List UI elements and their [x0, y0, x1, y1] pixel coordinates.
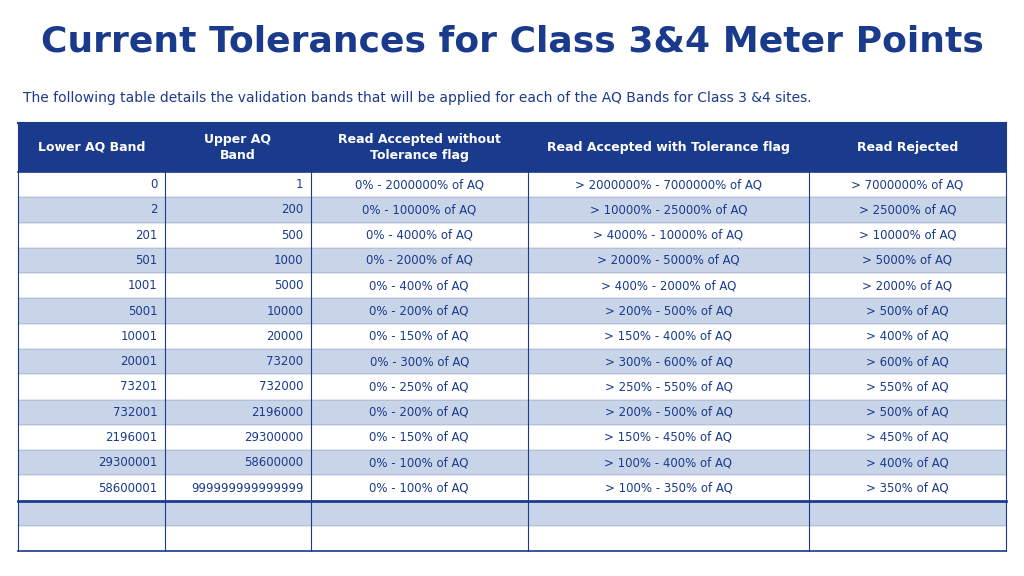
Bar: [18, 172, 1006, 197]
Text: 500: 500: [282, 229, 303, 242]
Text: > 250% - 550% of AQ: > 250% - 550% of AQ: [604, 380, 732, 393]
Bar: [18, 349, 1006, 374]
Text: > 7000000% of AQ: > 7000000% of AQ: [851, 178, 964, 191]
Bar: [18, 298, 1006, 324]
Text: 20000: 20000: [266, 330, 303, 343]
Bar: [18, 501, 1006, 526]
Text: 0% - 150% of AQ: 0% - 150% of AQ: [370, 431, 469, 444]
Text: Read Rejected: Read Rejected: [857, 141, 958, 154]
Text: > 100% - 400% of AQ: > 100% - 400% of AQ: [604, 456, 732, 469]
Text: 0: 0: [150, 178, 158, 191]
Text: 0% - 250% of AQ: 0% - 250% of AQ: [370, 380, 469, 393]
Text: 1000: 1000: [273, 254, 303, 267]
Bar: [18, 273, 1006, 298]
Text: 0% - 300% of AQ: 0% - 300% of AQ: [370, 355, 469, 368]
Text: 1: 1: [296, 178, 303, 191]
Text: 0% - 10000% of AQ: 0% - 10000% of AQ: [362, 203, 476, 217]
Text: > 500% of AQ: > 500% of AQ: [866, 406, 948, 419]
Text: > 450% of AQ: > 450% of AQ: [866, 431, 948, 444]
Bar: [18, 324, 1006, 349]
Bar: [18, 475, 1006, 501]
Text: > 500% of AQ: > 500% of AQ: [866, 305, 948, 317]
Text: > 150% - 400% of AQ: > 150% - 400% of AQ: [604, 330, 732, 343]
Text: > 10000% of AQ: > 10000% of AQ: [858, 229, 956, 242]
Text: 0% - 100% of AQ: 0% - 100% of AQ: [370, 482, 469, 495]
Text: Read Accepted without
Tolerance flag: Read Accepted without Tolerance flag: [338, 133, 501, 162]
Text: 1001: 1001: [128, 279, 158, 292]
Text: 2: 2: [150, 203, 158, 217]
Text: 0% - 100% of AQ: 0% - 100% of AQ: [370, 456, 469, 469]
Bar: [18, 248, 1006, 273]
Text: > 400% of AQ: > 400% of AQ: [866, 456, 948, 469]
Text: 29300000: 29300000: [244, 431, 303, 444]
Text: 2196001: 2196001: [105, 431, 158, 444]
Text: 58600001: 58600001: [98, 482, 158, 495]
Text: > 2000% - 5000% of AQ: > 2000% - 5000% of AQ: [597, 254, 739, 267]
Text: > 10000% - 25000% of AQ: > 10000% - 25000% of AQ: [590, 203, 748, 217]
Text: 20001: 20001: [120, 355, 158, 368]
Text: The following table details the validation bands that will be applied for each o: The following table details the validati…: [23, 91, 811, 105]
Text: > 200% - 500% of AQ: > 200% - 500% of AQ: [604, 305, 732, 317]
Bar: [18, 400, 1006, 425]
Text: 999999999999999: 999999999999999: [190, 482, 303, 495]
Text: Read Accepted with Tolerance flag: Read Accepted with Tolerance flag: [547, 141, 790, 154]
Bar: [18, 425, 1006, 450]
Bar: [18, 374, 1006, 400]
Bar: [18, 450, 1006, 475]
Text: > 600% of AQ: > 600% of AQ: [866, 355, 948, 368]
Text: > 4000% - 10000% of AQ: > 4000% - 10000% of AQ: [593, 229, 743, 242]
Text: 0% - 200% of AQ: 0% - 200% of AQ: [370, 406, 469, 419]
Text: > 150% - 450% of AQ: > 150% - 450% of AQ: [604, 431, 732, 444]
Text: > 350% of AQ: > 350% of AQ: [866, 482, 948, 495]
Text: > 2000000% - 7000000% of AQ: > 2000000% - 7000000% of AQ: [574, 178, 762, 191]
Text: 0% - 200% of AQ: 0% - 200% of AQ: [370, 305, 469, 317]
Text: 2196000: 2196000: [251, 406, 303, 419]
Text: > 25000% of AQ: > 25000% of AQ: [858, 203, 956, 217]
Bar: [18, 526, 1006, 551]
Text: 732000: 732000: [259, 380, 303, 393]
Text: > 400% of AQ: > 400% of AQ: [866, 330, 948, 343]
Text: 0% - 2000000% of AQ: 0% - 2000000% of AQ: [354, 178, 483, 191]
Text: Lower AQ Band: Lower AQ Band: [38, 141, 145, 154]
Text: 200: 200: [282, 203, 303, 217]
Text: 5001: 5001: [128, 305, 158, 317]
Text: > 5000% of AQ: > 5000% of AQ: [862, 254, 952, 267]
Text: > 400% - 2000% of AQ: > 400% - 2000% of AQ: [601, 279, 736, 292]
Text: > 100% - 350% of AQ: > 100% - 350% of AQ: [604, 482, 732, 495]
Text: 73201: 73201: [120, 380, 158, 393]
Text: 29300001: 29300001: [98, 456, 158, 469]
Text: > 300% - 600% of AQ: > 300% - 600% of AQ: [604, 355, 732, 368]
Text: 58600000: 58600000: [245, 456, 303, 469]
Text: Current Tolerances for Class 3&4 Meter Points: Current Tolerances for Class 3&4 Meter P…: [41, 25, 983, 59]
Text: 0% - 2000% of AQ: 0% - 2000% of AQ: [366, 254, 473, 267]
Text: 732001: 732001: [113, 406, 158, 419]
Text: 10001: 10001: [120, 330, 158, 343]
Text: 0% - 150% of AQ: 0% - 150% of AQ: [370, 330, 469, 343]
Text: Upper AQ
Band: Upper AQ Band: [204, 133, 271, 162]
Bar: [18, 197, 1006, 222]
Text: 0% - 4000% of AQ: 0% - 4000% of AQ: [366, 229, 473, 242]
Text: > 200% - 500% of AQ: > 200% - 500% of AQ: [604, 406, 732, 419]
Text: 73200: 73200: [266, 355, 303, 368]
Text: > 550% of AQ: > 550% of AQ: [866, 380, 948, 393]
Text: 10000: 10000: [266, 305, 303, 317]
Text: 501: 501: [135, 254, 158, 267]
Text: 201: 201: [135, 229, 158, 242]
Text: 0% - 400% of AQ: 0% - 400% of AQ: [370, 279, 469, 292]
Text: > 2000% of AQ: > 2000% of AQ: [862, 279, 952, 292]
Text: 5000: 5000: [274, 279, 303, 292]
Bar: [18, 222, 1006, 248]
Bar: [18, 123, 1006, 172]
